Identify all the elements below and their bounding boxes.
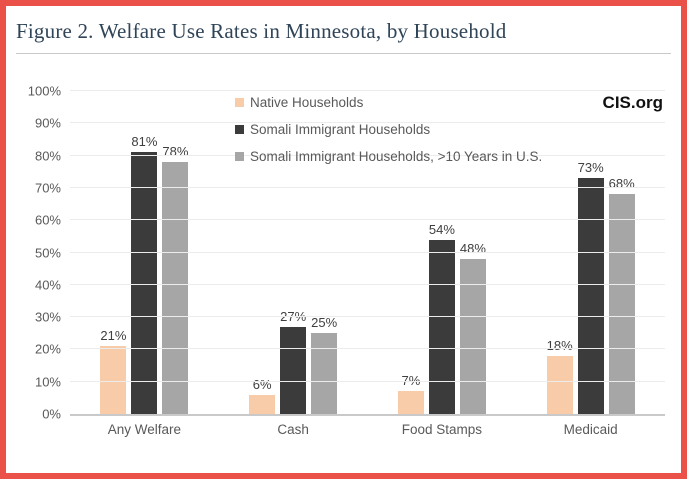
figure-title: Figure 2. Welfare Use Rates in Minnesota… [16,19,507,43]
bar: 21% [100,328,126,414]
gridline [70,283,665,285]
x-axis-category-label: Cash [277,422,309,437]
title-divider [16,53,671,54]
y-axis-tick-label: 50% [34,245,61,260]
legend-swatch [235,98,244,107]
y-axis-tick-label: 0% [42,406,61,422]
source-label: CIS.org [602,93,663,112]
bar-value-label: 18% [546,337,573,353]
legend-label: Somali Immigrant Households, >10 Years i… [250,149,543,164]
bar: 18% [547,338,573,414]
y-axis-tick-label: 40% [34,277,61,293]
x-axis-category-label: Medicaid [563,422,618,437]
bar-chart: 21% 81% 78% 6% 27% 25% 7% 54% 48% 18% 73% 68% Nativ… [28,84,665,437]
legend-item: Somali Immigrant Households, >10 Years i… [235,149,542,164]
bar-value-label: 78% [162,144,189,160]
legend-label: Native Households [250,95,364,110]
bar-value-label: 81% [131,134,158,150]
bar: 54% [429,222,455,414]
x-axis-category-label: Any Welfare [107,422,182,437]
bar-groups: 21% 81% 78% 6% 27% 25% 7% 54% 48% 18% 73% 68% [70,91,665,414]
gridline [70,219,665,221]
y-axis-tick-label: 30% [34,309,61,325]
bar-group: 21% 81% 78% [100,91,188,414]
bar: 78% [162,144,188,414]
gridline [70,348,665,350]
gridline [70,251,665,253]
gridline [70,186,665,188]
bar-value-label: 25% [311,315,338,331]
bar-value-label: 54% [428,221,455,237]
chart-legend: Native Households Somali Immigrant Househ… [235,95,542,164]
legend-item: Native Households [235,95,542,110]
bar: 68% [609,176,635,414]
y-axis-tick-label: 20% [34,341,61,357]
x-axis-labels: Any Welfare Cash Food Stamps Medicaid [70,422,665,437]
bar-value-label: 68% [608,176,635,192]
gridline [70,90,665,91]
y-axis-tick-label: 60% [34,212,61,228]
bar: 48% [460,241,486,414]
gridline [70,122,665,124]
y-axis-tick-label: 90% [34,115,61,131]
plot-area: 21% 81% 78% 6% 27% 25% 7% 54% 48% 18% 73% 68% Nativ… [28,84,665,422]
legend-swatch [235,125,244,134]
gridline [70,316,665,318]
legend-label: Somali Immigrant Households [250,122,431,137]
bar-value-label: 73% [577,160,604,176]
x-axis-category-label: Food Stamps [401,422,483,437]
bar: 6% [249,377,276,414]
bar: 73% [578,160,604,414]
y-axis-tick-label: 100% [27,83,61,99]
bar-value-label: 6% [252,376,272,392]
bar-group: 18% 73% 68% [547,91,635,414]
bar: 27% [280,309,306,414]
bar-group: 6% 27% 25% [249,91,337,414]
y-axis-tick-label: 80% [34,148,61,164]
bar: 25% [311,315,337,414]
bar-value-label: 48% [459,240,486,256]
y-axis-tick-label: 10% [34,374,61,390]
legend-swatch [235,152,244,161]
bar: 81% [131,134,157,414]
gridline [70,154,665,156]
gridline [70,380,665,382]
y-axis-tick-label: 70% [34,180,61,196]
bar-value-label: 21% [100,328,127,344]
legend-item: Somali Immigrant Households [235,122,542,137]
bar: 7% [397,373,424,414]
